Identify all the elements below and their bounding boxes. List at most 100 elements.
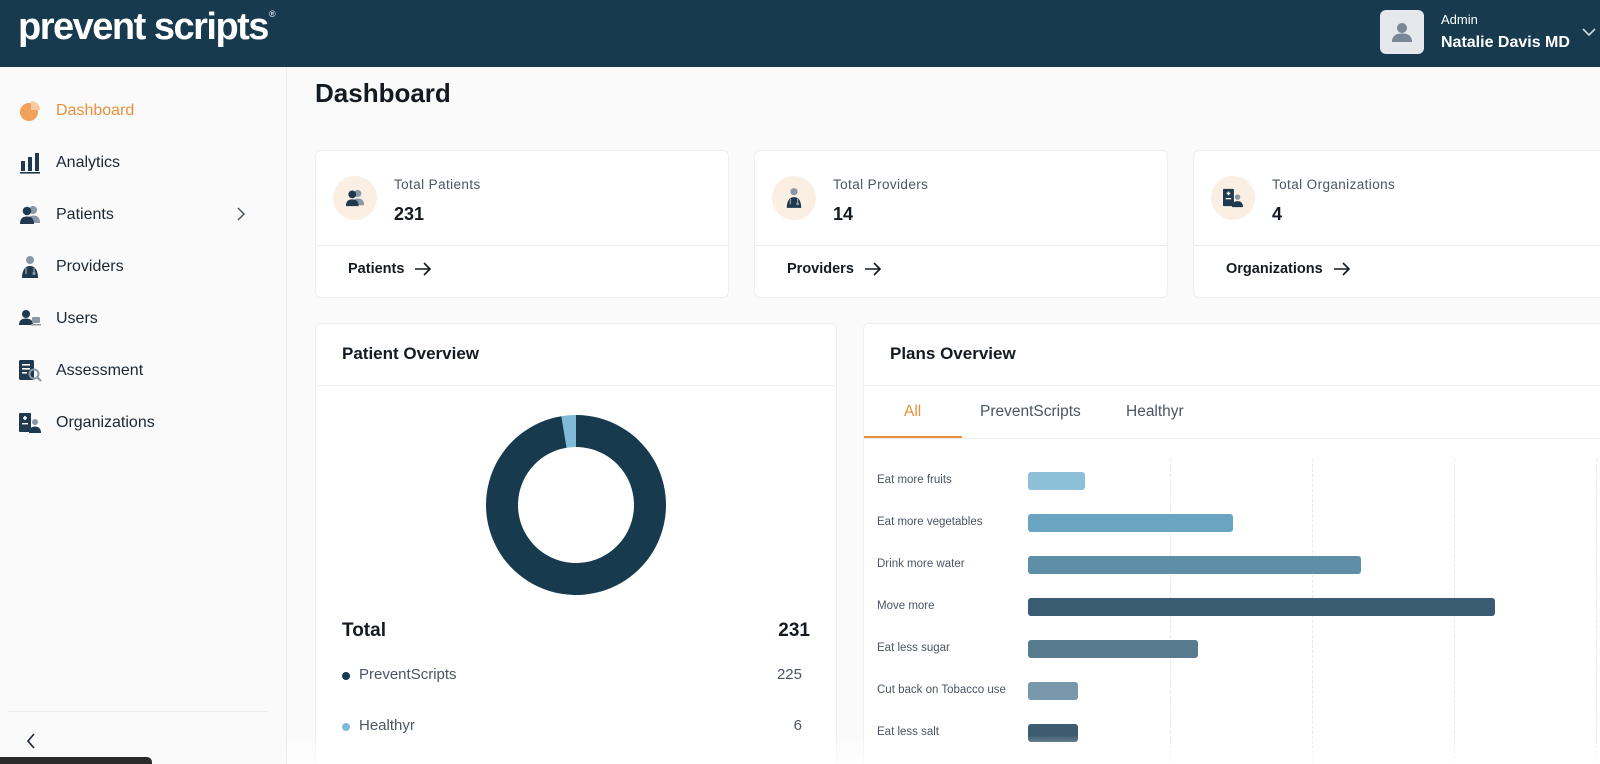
users-icon bbox=[17, 306, 43, 332]
chevron-down-icon[interactable] bbox=[1582, 24, 1596, 42]
sidebar-item-label: Users bbox=[56, 310, 98, 327]
donut-slice-preventscripts[interactable] bbox=[486, 415, 666, 595]
stat-label: Total Patients bbox=[394, 177, 481, 192]
user-name[interactable]: Natalie Davis MD bbox=[1441, 34, 1570, 51]
bar-label: Eat less sugar bbox=[877, 642, 950, 654]
total-value: 231 bbox=[778, 620, 810, 641]
bar[interactable] bbox=[1028, 682, 1078, 700]
user-role: Admin bbox=[1441, 12, 1478, 27]
divider bbox=[864, 438, 1600, 439]
bar-label: Eat more vegetables bbox=[877, 516, 983, 528]
sidebar-item-dashboard[interactable]: Dashboard bbox=[0, 91, 270, 131]
bar[interactable] bbox=[1028, 514, 1234, 532]
sidebar-item-assessment[interactable]: Assessment bbox=[0, 351, 270, 391]
chevron-right-icon[interactable] bbox=[236, 207, 246, 226]
legend-dot bbox=[342, 723, 350, 731]
collapse-sidebar-button[interactable] bbox=[20, 730, 42, 752]
divider bbox=[316, 245, 728, 246]
divider bbox=[864, 385, 1600, 386]
arrow-right-icon bbox=[1333, 262, 1351, 276]
logo-registered-mark: ® bbox=[268, 9, 276, 19]
sidebar-item-label: Dashboard bbox=[56, 102, 135, 119]
donut-slice-healthyr[interactable] bbox=[561, 415, 576, 448]
sidebar-item-label: Patients bbox=[56, 206, 114, 223]
stat-value: 231 bbox=[394, 204, 425, 224]
tab-all[interactable]: All bbox=[904, 403, 922, 420]
stat-card-organizations: Total Organizations 4 Organizations bbox=[1193, 150, 1600, 298]
bar-label: Cut back on Tobacco use bbox=[877, 684, 1006, 696]
doctor-icon bbox=[772, 176, 816, 220]
legend-name: PreventScripts bbox=[359, 666, 457, 683]
tab-healthyr[interactable]: Healthyr bbox=[1126, 403, 1184, 420]
stat-value: 14 bbox=[833, 204, 854, 224]
patients-link[interactable]: Patients bbox=[348, 261, 432, 277]
organization-icon bbox=[17, 410, 43, 436]
bar-label: Eat less salt bbox=[877, 726, 939, 738]
status-url-tooltip bbox=[0, 757, 152, 764]
sidebar-item-label: Providers bbox=[56, 258, 124, 275]
sidebar-item-label: Organizations bbox=[56, 414, 155, 431]
divider bbox=[316, 385, 836, 386]
legend-item: Healthyr 6 bbox=[342, 715, 802, 739]
stat-value: 4 bbox=[1272, 204, 1283, 224]
sidebar-item-label: Assessment bbox=[56, 362, 144, 379]
patients-icon bbox=[333, 176, 377, 220]
sidebar-item-users[interactable]: Users bbox=[0, 299, 270, 339]
sidebar: Dashboard Analytics Patients Providers U… bbox=[0, 67, 287, 764]
stat-label: Total Organizations bbox=[1272, 177, 1396, 192]
organization-icon bbox=[1211, 176, 1255, 220]
plans-overview-panel: Plans Overview All PreventScripts Health… bbox=[863, 323, 1600, 764]
tab-preventscripts[interactable]: PreventScripts bbox=[980, 403, 1081, 420]
doctor-icon bbox=[17, 254, 43, 280]
chevron-left-icon bbox=[26, 733, 35, 749]
patient-overview-panel: Patient Overview Total 231 PreventScript… bbox=[315, 323, 837, 764]
top-bar: prevent scripts® Admin Natalie Davis MD bbox=[0, 0, 1600, 67]
legend-value: 6 bbox=[793, 717, 802, 734]
logo[interactable]: prevent scripts® bbox=[18, 6, 276, 49]
pie-chart-icon bbox=[17, 98, 43, 124]
legend-value: 225 bbox=[776, 666, 802, 683]
active-tab-indicator bbox=[864, 436, 962, 438]
logo-text: prevent scripts bbox=[18, 6, 269, 48]
arrow-right-icon bbox=[414, 262, 432, 276]
bar[interactable] bbox=[1028, 724, 1078, 742]
organizations-link[interactable]: Organizations bbox=[1226, 261, 1351, 277]
divider bbox=[755, 245, 1167, 246]
sidebar-item-label: Analytics bbox=[56, 154, 121, 171]
legend-dot bbox=[342, 672, 350, 680]
bar-label: Eat more fruits bbox=[877, 474, 952, 486]
legend-item: PreventScripts 225 bbox=[342, 664, 802, 688]
bar[interactable] bbox=[1028, 640, 1198, 658]
legend-name: Healthyr bbox=[359, 717, 415, 734]
sidebar-item-analytics[interactable]: Analytics bbox=[0, 143, 270, 183]
bar-label: Move more bbox=[877, 600, 935, 612]
providers-link[interactable]: Providers bbox=[787, 261, 882, 277]
bar[interactable] bbox=[1028, 598, 1495, 616]
patients-icon bbox=[17, 202, 43, 228]
total-label: Total bbox=[342, 620, 386, 641]
clipboard-search-icon bbox=[17, 358, 43, 384]
bar-chart-icon bbox=[17, 150, 43, 176]
avatar[interactable] bbox=[1380, 10, 1424, 54]
grid-line bbox=[1596, 459, 1597, 764]
stat-label: Total Providers bbox=[833, 177, 929, 192]
panel-title: Patient Overview bbox=[342, 344, 480, 363]
user-icon bbox=[1392, 23, 1412, 42]
sidebar-divider bbox=[8, 711, 268, 712]
stat-card-providers: Total Providers 14 Providers bbox=[754, 150, 1168, 298]
bar-label: Drink more water bbox=[877, 558, 965, 570]
bar[interactable] bbox=[1028, 556, 1361, 574]
sidebar-item-providers[interactable]: Providers bbox=[0, 247, 270, 287]
link-label: Providers bbox=[787, 261, 854, 277]
divider bbox=[1194, 245, 1600, 246]
stat-card-patients: Total Patients 231 Patients bbox=[315, 150, 729, 298]
panel-title: Plans Overview bbox=[890, 344, 1016, 363]
patient-donut-chart bbox=[486, 415, 666, 595]
bar[interactable] bbox=[1028, 472, 1085, 490]
arrow-right-icon bbox=[864, 262, 882, 276]
sidebar-item-patients[interactable]: Patients bbox=[0, 195, 270, 235]
sidebar-item-organizations[interactable]: Organizations bbox=[0, 403, 270, 443]
link-label: Patients bbox=[348, 261, 405, 277]
link-label: Organizations bbox=[1226, 261, 1323, 277]
page-title: Dashboard bbox=[315, 78, 451, 108]
